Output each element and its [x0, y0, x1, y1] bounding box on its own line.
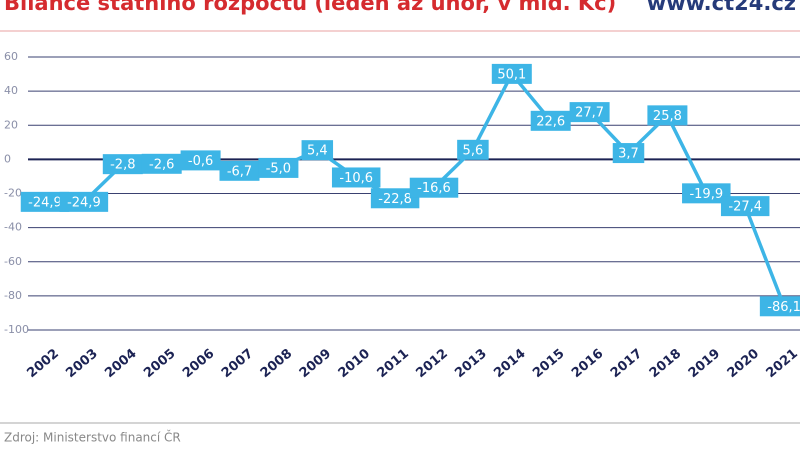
- value-label: 5,4: [307, 144, 328, 159]
- value-label: -0,6: [188, 154, 213, 169]
- data-label: -0,6: [180, 150, 221, 171]
- label-box: [569, 102, 610, 123]
- x-tick-label: 2012: [413, 346, 450, 381]
- value-label: 3,7: [618, 147, 639, 162]
- label-box: [180, 150, 221, 171]
- x-tick-label: 2013: [452, 346, 489, 381]
- label-box: [530, 110, 571, 131]
- label-box: [331, 167, 381, 188]
- x-tick-label: 2003: [63, 346, 100, 381]
- x-tick-label: 2016: [569, 346, 606, 381]
- x-tick-label: 2005: [141, 346, 178, 381]
- label-box: [141, 153, 182, 174]
- data-label: 50,1: [491, 63, 532, 84]
- value-label: -24,9: [67, 195, 101, 210]
- label-box: [720, 196, 770, 217]
- value-label: 22,6: [536, 114, 565, 129]
- value-label: -24,9: [28, 195, 62, 210]
- data-label: 3,7: [612, 143, 645, 164]
- x-tick-label: 2002: [24, 346, 61, 381]
- data-label: -10,6: [331, 167, 381, 188]
- value-label: -22,8: [378, 192, 412, 207]
- value-label: 50,1: [497, 67, 526, 82]
- label-box: [647, 105, 688, 126]
- brand: www.ct24.cz: [647, 0, 796, 15]
- data-label: -2,6: [141, 153, 182, 174]
- x-tick-label: 2010: [336, 346, 373, 381]
- y-tick-label: 60: [4, 50, 18, 63]
- label-box: [20, 191, 70, 212]
- x-tick-label: 2017: [608, 346, 645, 381]
- label-box: [612, 143, 645, 164]
- x-tick-label: 2019: [686, 346, 723, 381]
- label-box: [759, 296, 800, 317]
- value-label: -27,4: [728, 200, 762, 215]
- value-label: -86,1: [767, 300, 800, 315]
- y-tick-label: -80: [4, 289, 22, 302]
- label-box: [682, 183, 731, 204]
- label-box: [491, 63, 532, 84]
- x-tick-label: 2006: [180, 346, 217, 381]
- label-box: [102, 154, 143, 175]
- value-label: 5,6: [463, 143, 484, 158]
- x-tick-label: 2004: [102, 346, 139, 381]
- data-label: -16,6: [409, 177, 459, 198]
- data-label: -6,7: [219, 160, 260, 181]
- data-label: -19,9: [682, 183, 731, 204]
- data-label: -86,1: [759, 296, 800, 317]
- y-tick-label: -100: [4, 323, 29, 336]
- x-tick-label: 2015: [530, 346, 567, 381]
- data-label: -24,9: [20, 191, 70, 212]
- y-tick-label: 0: [4, 152, 11, 165]
- source: Zdroj: Ministerstvo financí ČR: [4, 430, 181, 445]
- data-label: 27,7: [569, 102, 610, 123]
- value-label: -10,6: [339, 171, 373, 186]
- x-tick-label: 2018: [647, 346, 684, 381]
- data-label: 5,6: [457, 139, 489, 160]
- y-tick-label: 20: [4, 118, 18, 131]
- x-tick-label: 2014: [491, 346, 528, 381]
- y-tick-label: -20: [4, 187, 22, 200]
- label-box: [258, 157, 299, 178]
- label-box: [301, 140, 334, 161]
- x-tick-label: 2021: [764, 346, 800, 381]
- y-tick-label: -40: [4, 221, 22, 234]
- data-label: -5,0: [258, 157, 299, 178]
- value-label: -2,6: [149, 157, 174, 172]
- x-tick-label: 2009: [297, 346, 334, 381]
- label-box: [370, 188, 420, 209]
- data-label: -27,4: [720, 196, 770, 217]
- x-tick-label: 2008: [258, 346, 295, 381]
- data-label: -2,8: [102, 154, 143, 175]
- value-label: -19,9: [689, 187, 723, 202]
- x-tick-label: 2020: [725, 346, 762, 381]
- x-tick-label: 2011: [375, 346, 412, 381]
- value-label: 25,8: [653, 109, 682, 124]
- x-tick-label: 2007: [219, 346, 256, 381]
- data-label: -24,9: [59, 191, 109, 212]
- value-label: -6,7: [227, 164, 252, 179]
- label-box: [219, 160, 260, 181]
- data-label: 22,6: [530, 110, 571, 131]
- y-tick-label: -60: [4, 255, 22, 268]
- chart-title: Bilance státního rozpočtu (leden až únor…: [4, 0, 616, 15]
- value-label: -16,6: [417, 181, 451, 196]
- label-box: [59, 191, 109, 212]
- data-label: 5,4: [301, 140, 334, 161]
- y-tick-label: 40: [4, 84, 18, 97]
- value-label: -2,8: [110, 158, 135, 173]
- label-box: [457, 139, 489, 160]
- data-label: -22,8: [370, 188, 420, 209]
- data-label: 25,8: [647, 105, 688, 126]
- value-label: 27,7: [575, 106, 604, 121]
- value-label: -5,0: [266, 161, 291, 176]
- label-box: [409, 177, 459, 198]
